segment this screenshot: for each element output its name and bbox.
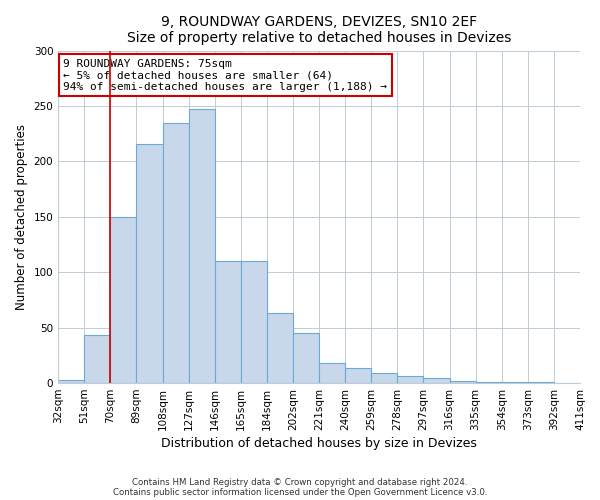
X-axis label: Distribution of detached houses by size in Devizes: Distribution of detached houses by size … — [161, 437, 477, 450]
Bar — [449, 381, 476, 383]
Bar — [188, 110, 215, 383]
Bar — [241, 261, 267, 383]
Bar — [502, 382, 528, 383]
Bar — [110, 217, 136, 383]
Bar — [136, 144, 163, 383]
Bar — [293, 333, 319, 383]
Bar — [424, 378, 449, 383]
Bar — [476, 382, 502, 383]
Bar — [84, 336, 110, 383]
Bar — [319, 363, 345, 383]
Bar — [371, 373, 397, 383]
Text: 9 ROUNDWAY GARDENS: 75sqm
← 5% of detached houses are smaller (64)
94% of semi-d: 9 ROUNDWAY GARDENS: 75sqm ← 5% of detach… — [64, 59, 388, 92]
Bar — [397, 376, 424, 383]
Bar — [58, 380, 84, 383]
Y-axis label: Number of detached properties: Number of detached properties — [15, 124, 28, 310]
Bar — [345, 368, 371, 383]
Title: 9, ROUNDWAY GARDENS, DEVIZES, SN10 2EF
Size of property relative to detached hou: 9, ROUNDWAY GARDENS, DEVIZES, SN10 2EF S… — [127, 15, 511, 45]
Bar — [267, 313, 293, 383]
Bar — [528, 382, 554, 383]
Text: Contains HM Land Registry data © Crown copyright and database right 2024.
Contai: Contains HM Land Registry data © Crown c… — [113, 478, 487, 497]
Bar — [163, 122, 188, 383]
Bar — [215, 261, 241, 383]
